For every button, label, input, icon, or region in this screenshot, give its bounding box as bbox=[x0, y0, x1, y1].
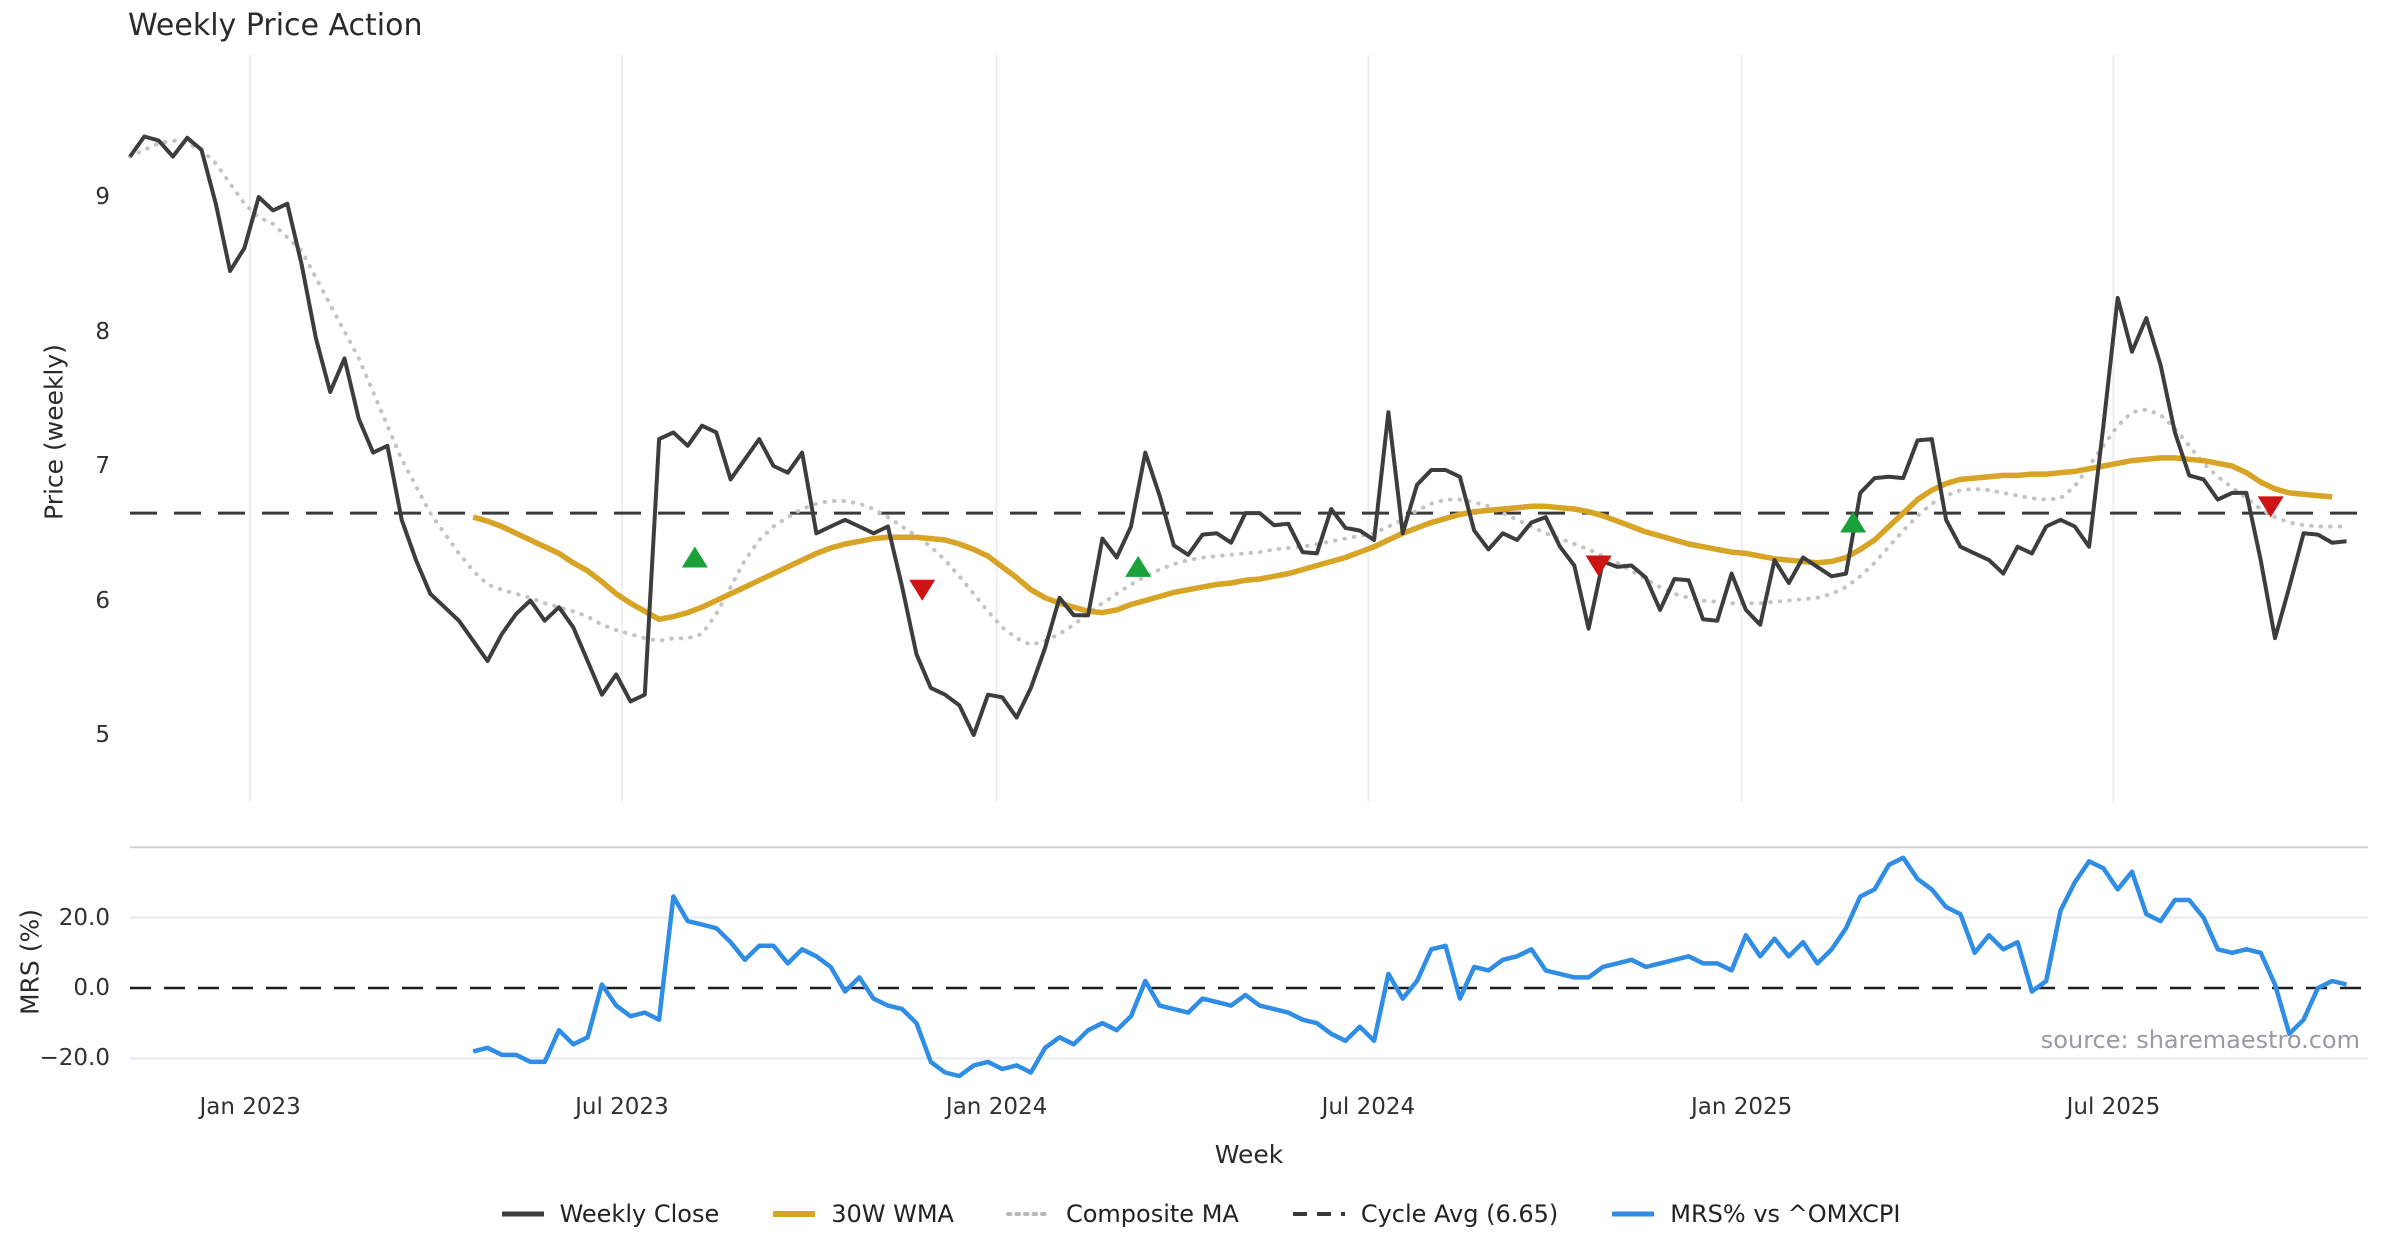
legend-label: Composite MA bbox=[1065, 1200, 1239, 1228]
x-tick-label: Jul 2024 bbox=[1321, 1094, 1416, 1120]
sell-marker-icon bbox=[1585, 555, 1612, 577]
legend-label: Cycle Avg (6.65) bbox=[1360, 1200, 1559, 1228]
mrs-tick-label: 20.0 bbox=[58, 904, 110, 931]
legend-swatch-solid-dark bbox=[501, 1211, 544, 1217]
x-tick-label: Jan 2025 bbox=[1690, 1094, 1793, 1120]
buy-marker-icon bbox=[1125, 555, 1152, 577]
legend-swatch-dashed bbox=[1292, 1212, 1345, 1216]
series-mrs-vs-omxcpi bbox=[472, 855, 2348, 1079]
legend-item-cycle-avg: Cycle Avg (6.65) bbox=[1291, 1200, 1558, 1228]
legend-item-mrs: MRS% vs ^OMXCPI bbox=[1610, 1200, 1900, 1228]
chart-title: Weekly Price Action bbox=[128, 8, 423, 43]
x-tick-label: Jan 2024 bbox=[945, 1094, 1048, 1120]
sell-marker-icon bbox=[2257, 496, 2284, 518]
price-tick-label: 7 bbox=[95, 453, 110, 479]
legend-label: Weekly Close bbox=[559, 1200, 720, 1228]
x-tick-label: Jan 2023 bbox=[199, 1094, 301, 1120]
mrs-tick-label: 0.0 bbox=[73, 975, 110, 1001]
mrs-tick-label: −20.0 bbox=[39, 1045, 110, 1072]
mrs-axis-label: MRS (%) bbox=[15, 908, 45, 1016]
legend-item-weekly-close: Weekly Close bbox=[500, 1200, 720, 1228]
price-tick-label: 8 bbox=[95, 318, 110, 345]
source-credit: source: sharemaestro.com bbox=[2040, 1026, 2360, 1054]
price-tick-label: 6 bbox=[95, 587, 110, 614]
legend-swatch-dotted bbox=[1005, 1212, 1052, 1216]
legend-swatch-solid-blue bbox=[1612, 1211, 1655, 1217]
price-tick-label: 5 bbox=[95, 722, 110, 748]
buy-marker-icon bbox=[1840, 511, 1867, 533]
legend-item-composite-ma: Composite MA bbox=[1005, 1200, 1239, 1228]
legend-label: 30W WMA bbox=[831, 1200, 954, 1228]
x-tick-label: Jul 2025 bbox=[2066, 1094, 2161, 1120]
sell-marker-icon bbox=[909, 579, 936, 601]
legend: Weekly Close 30W WMA Composite MA Cycle … bbox=[0, 1200, 2400, 1228]
legend-swatch-solid-gold bbox=[773, 1211, 816, 1217]
price-axis-label: Price (weekly) bbox=[39, 344, 69, 520]
price-tick-label: 9 bbox=[95, 184, 110, 210]
buy-marker-icon bbox=[681, 546, 708, 568]
series-composite-ma bbox=[128, 138, 2349, 647]
x-axis-label: Week bbox=[1214, 1140, 1284, 1169]
series-30w-wma bbox=[472, 455, 2333, 623]
series-weekly-close bbox=[128, 134, 2347, 737]
legend-label: MRS% vs ^OMXCPI bbox=[1670, 1200, 1901, 1228]
x-tick-label: Jul 2023 bbox=[575, 1094, 669, 1120]
legend-item-30w-wma: 30W WMA bbox=[771, 1200, 954, 1228]
